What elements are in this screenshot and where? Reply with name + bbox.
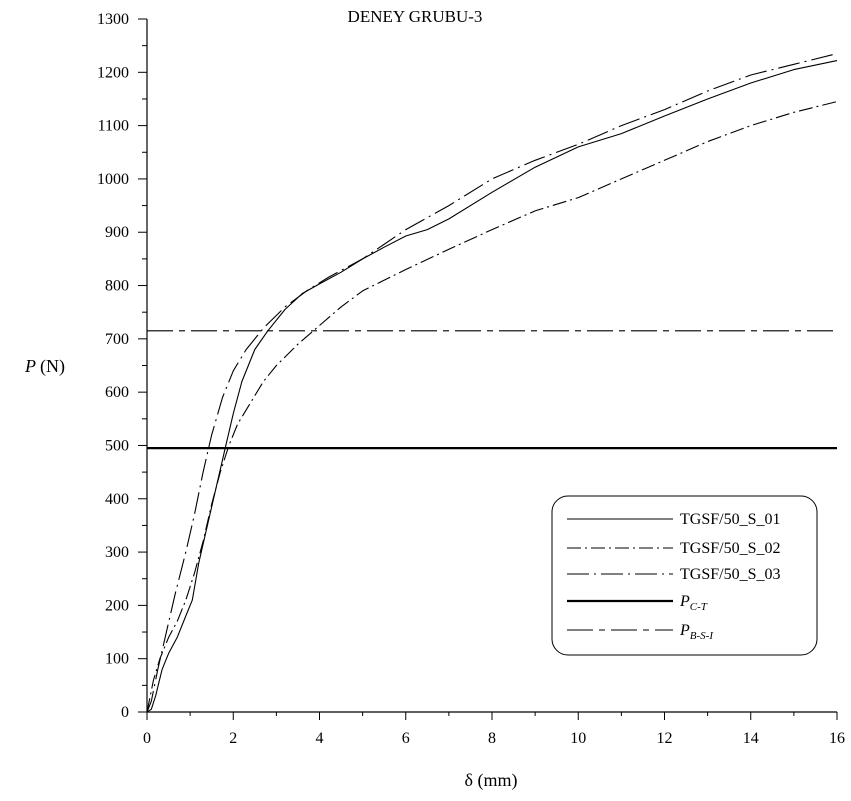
series-lines	[146, 53, 838, 713]
legend-subscript: C-T	[690, 601, 708, 613]
y-axis-symbol: P	[24, 356, 36, 376]
x-tick-label: 6	[402, 730, 410, 747]
legend-symbol: P	[679, 593, 690, 610]
y-tick-label: 1000	[97, 171, 129, 188]
x-tick-label: 10	[570, 730, 586, 747]
x-tick-label: 16	[829, 730, 845, 747]
y-tick-label: 600	[105, 384, 129, 401]
legend-label: PC-T	[679, 593, 708, 613]
y-ticks: 0 100 200 300 400 500 600 700 800 900 1000 1100 1200…	[97, 11, 147, 721]
legend-label: TGSF/50_S_01	[680, 511, 780, 528]
y-tick-label: 1100	[98, 118, 129, 135]
y-tick-label: 700	[105, 331, 129, 348]
legend-label: TGSF/50_S_02	[680, 540, 780, 557]
x-tick-label: 0	[143, 730, 151, 747]
legend-label: PB-S-I	[679, 622, 714, 642]
y-tick-label: 900	[105, 224, 129, 241]
legend-box	[551, 495, 818, 656]
x-tick-label: 12	[657, 730, 673, 747]
x-tick-label: 8	[488, 730, 496, 747]
x-tick-label: 4	[316, 730, 324, 747]
x-tick-label: 14	[743, 730, 759, 747]
legend-label: TGSF/50_S_03	[680, 566, 780, 583]
series-line-tgsf-50-s-03	[146, 53, 838, 713]
y-tick-label: 500	[105, 437, 129, 454]
x-ticks: 0 2 4 6 8 10 12 14 16	[143, 712, 845, 747]
y-tick-label: 0	[121, 704, 129, 721]
svg-text:(N): (N)	[40, 356, 65, 377]
y-tick-label: 400	[105, 491, 129, 508]
y-tick-label: 1200	[97, 64, 129, 81]
chart-title: DENEY GRUBU-3	[348, 7, 483, 26]
x-axis-label: δ (mm)	[465, 770, 518, 791]
series-line-tgsf-50-s-01	[146, 60, 838, 713]
y-tick-label: 300	[105, 544, 129, 561]
legend-subscript: B-S-I	[690, 630, 715, 642]
legend-symbol: P	[679, 622, 690, 639]
y-tick-label: 1300	[97, 11, 129, 28]
series-line-tgsf-50-s-02	[146, 101, 838, 713]
legend: TGSF/50_S_01 TGSF/50_S_02 TGSF/50_S_03 PC-T…	[551, 495, 818, 656]
y-tick-label: 800	[105, 278, 129, 295]
y-tick-label: 200	[105, 597, 129, 614]
y-axis-label: P (N)	[24, 356, 65, 377]
svg-text:P: P	[24, 356, 36, 376]
y-tick-label: 100	[105, 651, 129, 668]
x-tick-label: 2	[229, 730, 237, 747]
y-axis-unit: (N)	[40, 356, 65, 377]
